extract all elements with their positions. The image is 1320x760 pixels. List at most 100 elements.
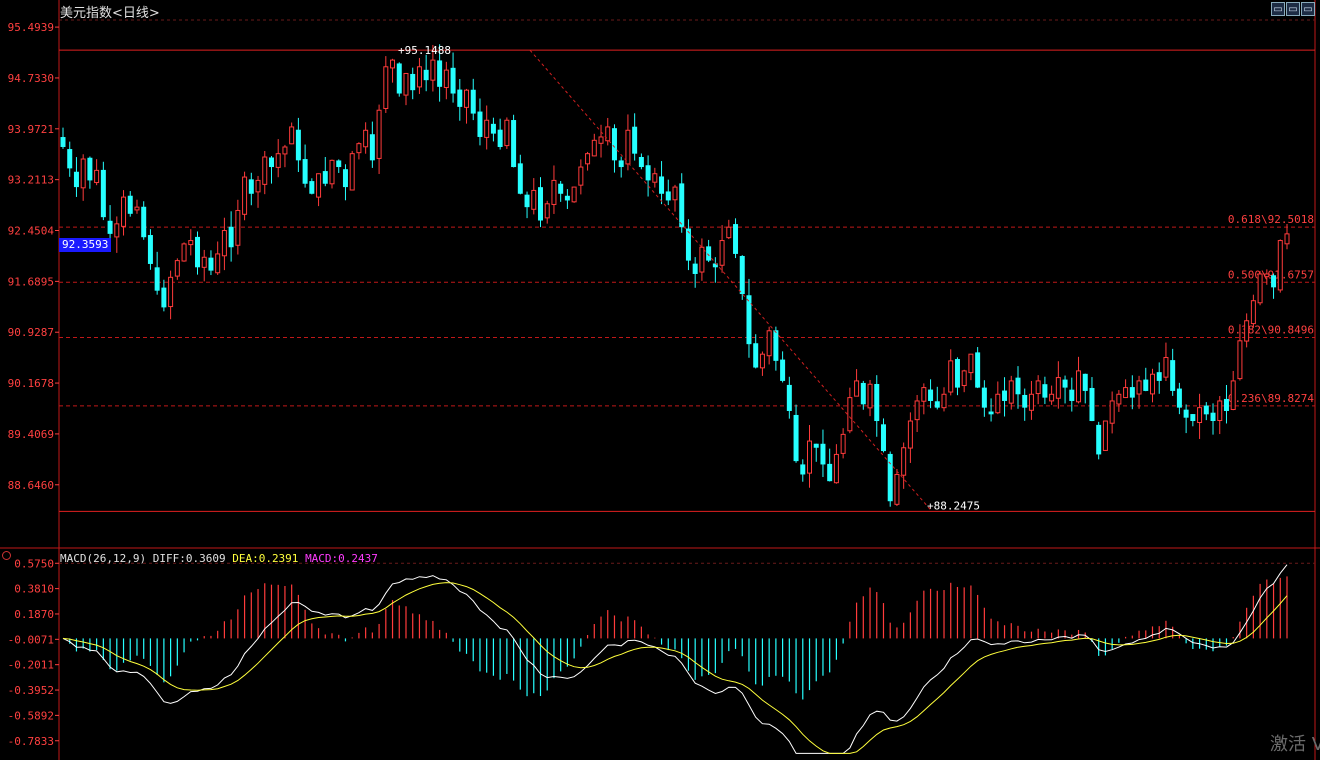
high-marker-label: +95.1488: [398, 44, 451, 57]
candle-body: [221, 230, 227, 257]
candle-body: [551, 179, 557, 205]
candle-body: [147, 235, 153, 264]
candle-body: [948, 360, 954, 393]
low-marker-label: +88.2475: [927, 499, 980, 512]
dea-line: [62, 582, 1288, 754]
candle-body: [1223, 398, 1229, 411]
candle-body: [625, 129, 631, 165]
candle-body: [753, 343, 759, 368]
candle-body: [1116, 393, 1122, 405]
candle-body: [638, 156, 644, 168]
candle-body: [67, 149, 73, 169]
y-tick-label: 88.6460: [8, 479, 54, 492]
candle-body: [1055, 377, 1061, 399]
candle-body: [692, 263, 698, 274]
candle-body: [591, 139, 597, 157]
macd-y-tick-label: 0.3810: [14, 583, 54, 596]
macd-y-tick-label: -0.2011: [8, 659, 54, 672]
candle-body: [1284, 233, 1290, 245]
candle-body: [295, 129, 301, 161]
candle-body: [585, 153, 591, 165]
candle-body: [1190, 414, 1196, 422]
candle-body: [262, 156, 268, 185]
candle-body: [437, 60, 443, 87]
candle-body: [121, 196, 127, 227]
candle-body: [1277, 240, 1283, 291]
candle-body: [524, 194, 530, 208]
macd-y-tick-label: -0.7833: [8, 735, 54, 748]
candle-body: [309, 181, 315, 194]
candle-body: [537, 187, 543, 221]
macd-y-tick-label: 0.5750: [14, 557, 54, 570]
candle-body: [464, 89, 470, 108]
candle-body: [786, 384, 792, 411]
candle-body: [1028, 393, 1034, 411]
candle-body: [1069, 389, 1075, 401]
candle-body: [322, 171, 328, 184]
candle-body: [1102, 420, 1108, 451]
candle-body: [1136, 380, 1142, 395]
restore-icon[interactable]: ▭: [1271, 2, 1285, 16]
candle-body: [1156, 372, 1162, 381]
candle-body: [759, 353, 765, 369]
candle-body: [1210, 412, 1216, 422]
close-icon[interactable]: ▭: [1301, 2, 1315, 16]
period-label: <日线>: [112, 6, 160, 21]
maximize-icon[interactable]: ▭: [1286, 2, 1300, 16]
candle-body: [248, 179, 254, 194]
candle-body: [168, 276, 174, 308]
candle-body: [174, 260, 180, 277]
candle-body: [188, 240, 194, 246]
candle-body: [894, 473, 900, 505]
candle-body: [268, 157, 274, 168]
diff-value: DIFF:0.3609: [152, 552, 226, 565]
candle-body: [1271, 275, 1277, 288]
candle-body: [766, 330, 772, 357]
candle-body: [1170, 360, 1176, 391]
candle-body: [403, 72, 409, 96]
candle-body: [430, 59, 436, 81]
macd-value: MACD:0.2437: [305, 552, 378, 565]
candle-body: [1002, 390, 1008, 401]
candle-body: [578, 166, 584, 186]
candle-body: [645, 165, 651, 181]
candle-body: [706, 246, 712, 261]
candle-body: [847, 397, 853, 432]
candle-body: [336, 160, 342, 168]
candle-body: [1008, 380, 1014, 404]
candle-body: [1163, 357, 1169, 378]
candle-body: [1237, 340, 1243, 380]
candle-body: [450, 67, 456, 94]
candle-body: [1257, 273, 1263, 304]
candle-body: [517, 163, 523, 194]
candle-body: [1176, 388, 1182, 408]
candle-body: [60, 137, 66, 147]
y-tick-label: 89.4069: [8, 428, 54, 441]
candle-body: [383, 66, 389, 109]
fib-level-label: 0.618\92.5018: [1228, 213, 1314, 226]
candle-body: [228, 226, 234, 248]
candle-body: [1035, 380, 1041, 395]
candle-body: [901, 447, 907, 476]
fib-level-label: 0.236\89.8274: [1228, 392, 1314, 405]
candle-body: [201, 256, 207, 268]
candle-body: [127, 195, 133, 214]
activation-watermark: 激活 V: [1270, 734, 1320, 755]
instrument-name: 美元指数: [60, 6, 113, 21]
candle-body: [275, 153, 281, 168]
candle-body: [975, 352, 981, 388]
y-tick-label: 90.9287: [8, 326, 54, 339]
candle-body: [1230, 380, 1236, 410]
settings-icon[interactable]: [2, 551, 11, 560]
candle-body: [800, 464, 806, 475]
candle-body: [1183, 409, 1189, 418]
candle-body: [598, 136, 604, 144]
candle-body: [914, 400, 920, 421]
y-tick-label: 90.1678: [8, 377, 54, 390]
candle-body: [235, 209, 241, 246]
candle-body: [141, 206, 147, 238]
candle-body: [342, 169, 348, 188]
current-price-badge: 92.3593: [59, 238, 112, 252]
macd-params: MACD(26,12,9): [60, 552, 147, 565]
